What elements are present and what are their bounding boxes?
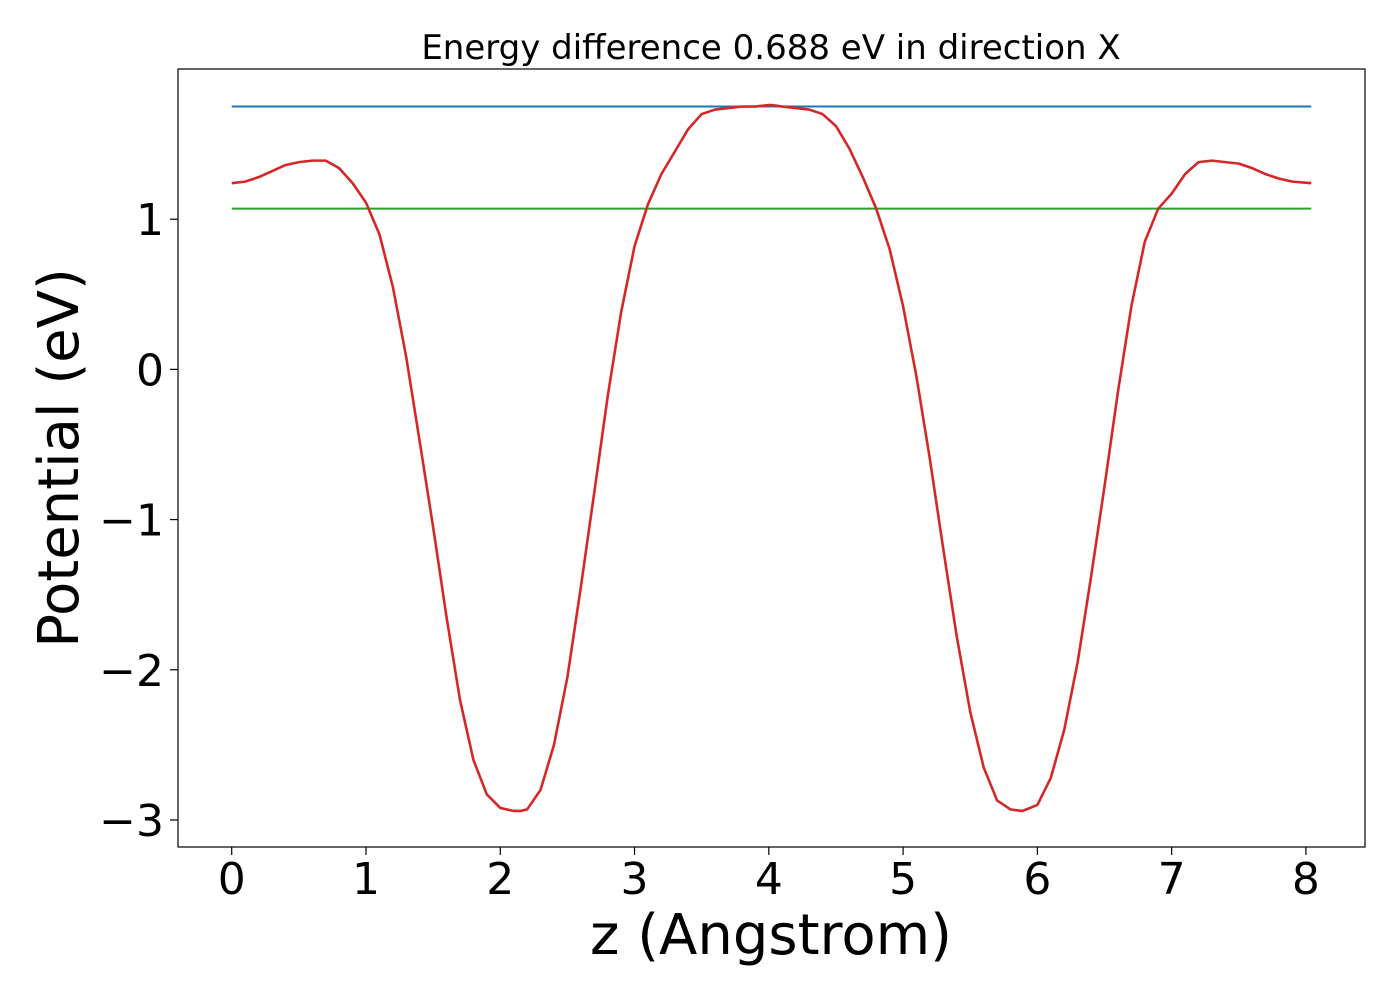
y-axis-ticks: 1 0 −1 −2 −3 bbox=[99, 195, 178, 847]
y-tick-label: −2 bbox=[99, 646, 164, 697]
x-axis-ticks: 0 1 2 3 4 5 6 7 8 bbox=[218, 847, 1320, 905]
x-tick-label: 4 bbox=[755, 854, 783, 905]
x-tick-label: 5 bbox=[889, 854, 917, 905]
series-layer bbox=[231, 103, 1312, 813]
y-tick-label: −3 bbox=[99, 796, 164, 847]
y-tick-label: 0 bbox=[136, 345, 164, 396]
x-tick-label: 1 bbox=[352, 854, 380, 905]
x-tick-label: 3 bbox=[621, 854, 649, 905]
y-tick-label: 1 bbox=[136, 195, 164, 246]
x-tick-label: 6 bbox=[1023, 854, 1051, 905]
x-tick-label: 2 bbox=[486, 854, 514, 905]
x-tick-label: 8 bbox=[1292, 854, 1320, 905]
plot-frame bbox=[177, 68, 1366, 848]
plot-background bbox=[178, 69, 1365, 847]
x-tick-label: 7 bbox=[1158, 854, 1186, 905]
y-axis-label: Potential (eV) bbox=[27, 268, 92, 648]
chart-title: Energy difference 0.688 eV in direction … bbox=[421, 28, 1120, 68]
series-line-3 bbox=[231, 103, 1312, 813]
y-tick-label: −1 bbox=[99, 496, 164, 547]
x-tick-label: 0 bbox=[218, 854, 246, 905]
x-axis-label: z (Angstrom) bbox=[590, 903, 952, 968]
